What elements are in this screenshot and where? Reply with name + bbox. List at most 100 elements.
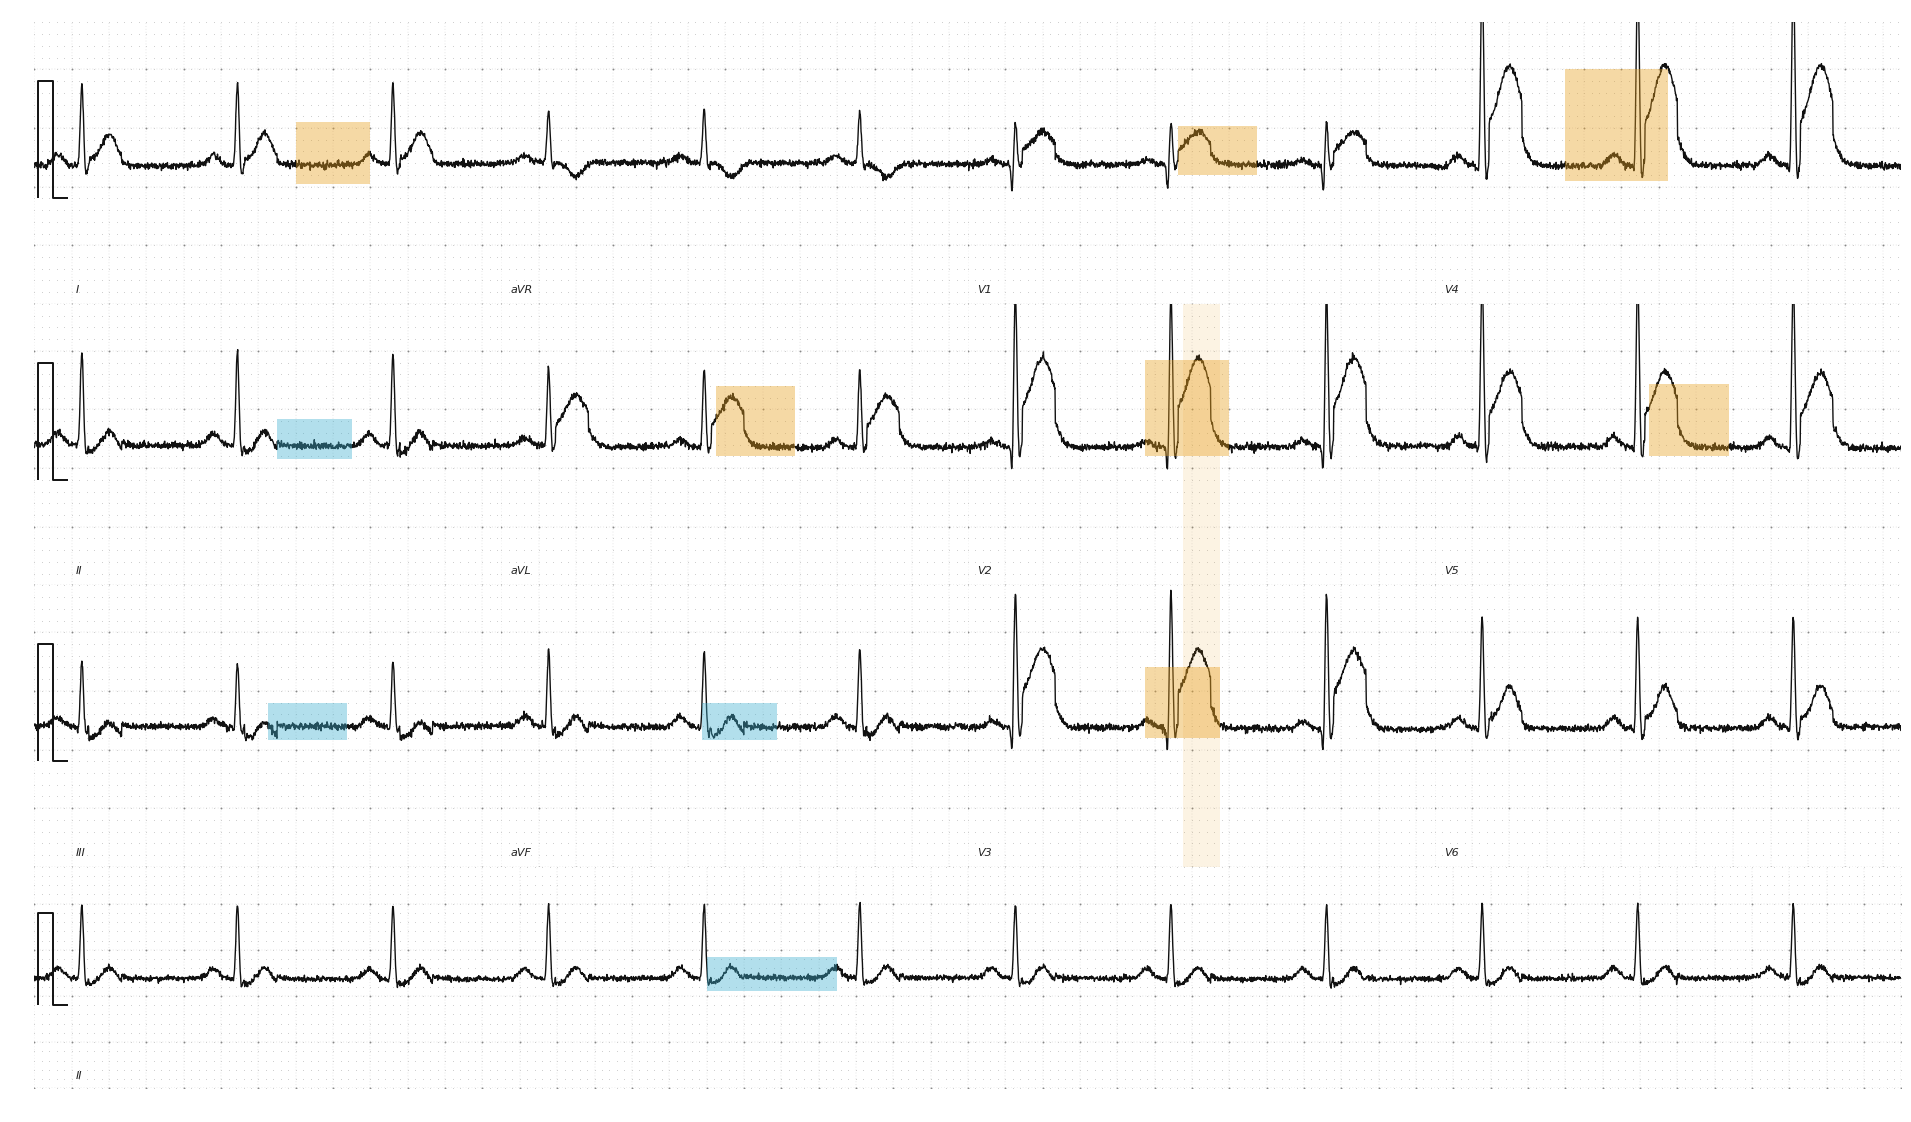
Point [371, 611, 401, 629]
Point [1808, 342, 1838, 360]
Point [583, 495, 613, 513]
Point [310, 931, 340, 949]
Point [1252, 1024, 1282, 1042]
Point [560, 61, 590, 79]
Point [1577, 131, 1607, 149]
Point [1514, 913, 1544, 931]
Point [1538, 541, 1569, 559]
Point [552, 646, 583, 664]
Point [1785, 670, 1815, 688]
Point [1296, 885, 1326, 903]
Point [281, 237, 311, 255]
Point [1745, 1051, 1775, 1069]
Point [1275, 108, 1305, 126]
Point [1213, 799, 1244, 817]
Point [227, 764, 258, 782]
Point [1326, 717, 1357, 735]
Point [975, 600, 1005, 618]
Point [258, 401, 289, 419]
Point [505, 867, 535, 885]
Point [1221, 635, 1252, 653]
Point [747, 412, 778, 430]
Point [1722, 1079, 1752, 1097]
Point [1600, 342, 1630, 360]
Point [250, 283, 281, 301]
Point [547, 377, 577, 395]
Point [1674, 48, 1705, 66]
Point [617, 913, 648, 931]
Point [845, 764, 875, 782]
Point [837, 811, 868, 829]
Point [1177, 530, 1208, 548]
Point [1154, 788, 1185, 806]
Point [1741, 623, 1771, 641]
Point [1441, 166, 1471, 184]
Point [747, 788, 778, 806]
Point [317, 119, 348, 137]
Point [399, 706, 430, 724]
Point [474, 659, 505, 677]
Point [547, 154, 577, 172]
Point [952, 237, 982, 255]
Point [1116, 635, 1147, 653]
Point [967, 306, 998, 324]
Point [1449, 659, 1479, 677]
Point [461, 1079, 491, 1097]
Point [1334, 588, 1364, 606]
Point [1605, 353, 1636, 371]
Point [1288, 588, 1319, 606]
Point [289, 25, 319, 43]
Point [1441, 459, 1471, 477]
Point [1729, 885, 1760, 903]
Point [485, 61, 516, 79]
Point [1103, 682, 1133, 700]
Point [1770, 577, 1800, 595]
Point [1445, 1070, 1475, 1088]
Point [642, 435, 673, 453]
Point [1456, 471, 1487, 489]
Point [1116, 213, 1147, 231]
Point [392, 764, 422, 782]
Point [191, 577, 222, 595]
Point [998, 822, 1028, 840]
Point [934, 600, 965, 618]
Point [1628, 623, 1659, 641]
Point [728, 894, 759, 912]
Point [1756, 237, 1787, 255]
Point [598, 729, 629, 747]
Point [539, 25, 569, 43]
Point [1577, 412, 1607, 430]
Point [1510, 659, 1540, 677]
Point [889, 471, 919, 489]
Point [57, 682, 88, 700]
Point [822, 635, 852, 653]
Point [1198, 377, 1229, 395]
Point [1057, 25, 1087, 43]
Point [1028, 659, 1059, 677]
Point [952, 283, 982, 301]
Point [289, 84, 319, 102]
Point [1718, 858, 1749, 876]
Point [732, 295, 762, 313]
Point [1213, 353, 1244, 371]
Point [516, 541, 547, 559]
Point [864, 931, 894, 949]
Point [617, 1033, 648, 1051]
Point [34, 412, 65, 430]
Point [747, 471, 778, 489]
Point [1428, 108, 1458, 126]
Point [1445, 904, 1475, 922]
Point [1605, 623, 1636, 641]
Point [547, 353, 577, 371]
Point [1815, 283, 1846, 301]
Point [348, 154, 378, 172]
Point [1296, 775, 1326, 793]
Point [363, 941, 394, 959]
Point [871, 959, 902, 977]
Point [1296, 553, 1326, 571]
Point [1527, 1005, 1557, 1023]
Point [1596, 1061, 1626, 1079]
Point [904, 530, 934, 548]
Point [568, 259, 598, 277]
Point [919, 811, 950, 829]
